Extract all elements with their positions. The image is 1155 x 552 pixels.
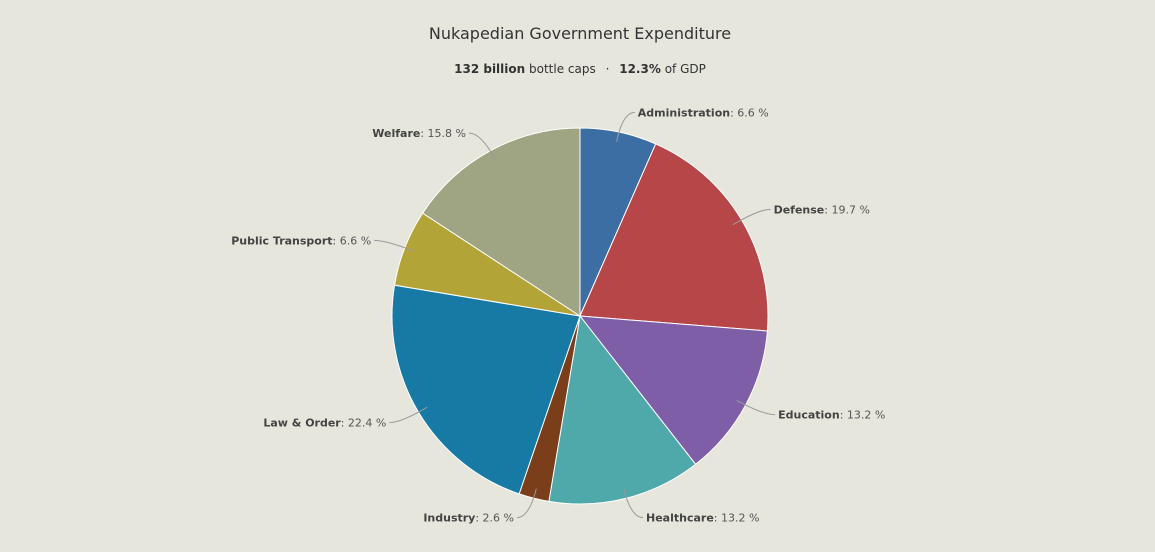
pie-connector-healthcare [623,488,644,519]
pie-label-value: : 2.6 % [475,512,514,525]
pie-connector-industry [516,488,537,519]
pie-connector-public-transport [374,239,415,252]
pie-label-education: Education: 13.2 % [778,409,885,422]
pie-label-value: : 13.2 % [840,409,886,422]
pie-label-name: Welfare [372,127,420,140]
pie-label-healthcare: Healthcare: 13.2 % [646,512,759,525]
subtitle-gdp-suffix: of GDP [664,62,706,76]
chart-subtitle: 132 billion bottle caps · 12.3% of GDP [0,62,1155,76]
subtitle-amount-unit: bottle caps [529,62,596,76]
pie-label-name: Defense [774,203,825,216]
pie-slices [391,127,769,505]
pie-label-industry: Industry: 2.6 % [423,512,514,525]
pie-label-public-transport: Public Transport: 6.6 % [231,234,371,247]
pie-connector-defense [732,208,771,226]
pie-label-name: Administration [638,106,730,119]
pie-connector-welfare [468,132,496,160]
pie-label-administration: Administration: 6.6 % [638,106,769,119]
pie-label-law-and-order: Law & Order: 22.4 % [263,417,386,430]
pie-label-name: Law & Order [263,417,341,430]
pie-connector-education [736,399,776,416]
pie-label-name: Public Transport [231,234,332,247]
pie-label-value: : 22.4 % [341,417,387,430]
pie-label-welfare: Welfare: 15.8 % [372,127,466,140]
chart-title: Nukapedian Government Expenditure [428,24,732,43]
pie-labels: Administration: 6.6 %Defense: 19.7 %Educ… [231,106,885,524]
subtitle-gdp-share: 12.3% [619,62,661,76]
subtitle-separator: · [605,62,610,76]
pie-connector-law-and-order [389,406,428,424]
pie-label-value: : 19.7 % [824,203,870,216]
pie-label-name: Healthcare [646,512,714,525]
pie-label-value: : 6.6 % [730,106,769,119]
pie-label-value: : 15.8 % [420,127,466,140]
pie-label-name: Education [778,409,840,422]
pie-label-defense: Defense: 19.7 % [774,203,870,216]
subtitle-amount: 132 billion [454,62,526,76]
pie-label-value: : 6.6 % [333,234,372,247]
pie-connector-administration [616,111,635,142]
pie-label-name: Industry [423,512,475,525]
pie-label-value: : 13.2 % [714,512,760,525]
